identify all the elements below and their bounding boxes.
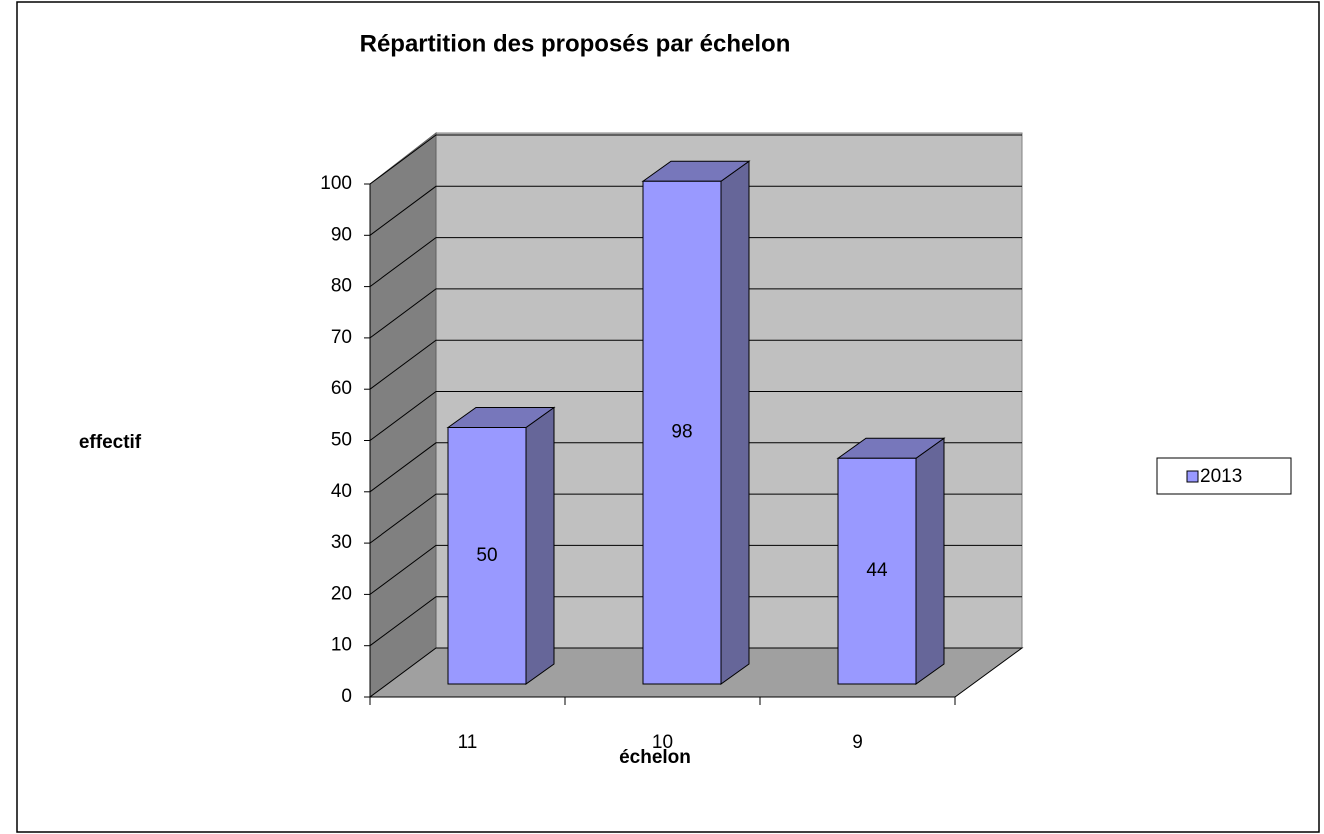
x-tick-label: 10: [652, 732, 673, 753]
y-tick-label: 70: [331, 327, 352, 348]
x-axis-label: échelon: [619, 747, 691, 768]
grid-line: [369, 391, 1022, 441]
side-wall: [369, 131, 437, 698]
chart-title: Répartition des proposés par échelon: [360, 30, 791, 57]
grid-line: [369, 442, 1022, 493]
y-tick-label: 100: [320, 173, 352, 194]
y-tick-label: 10: [331, 635, 352, 656]
y-axis-label: effectif: [79, 432, 142, 453]
bar: [447, 427, 527, 685]
legend-box: [1156, 457, 1292, 495]
legend-swatch: [1186, 470, 1199, 483]
data-label: 44: [866, 560, 888, 581]
grid-line: [369, 185, 1022, 236]
y-tick-label: 30: [331, 532, 352, 553]
grid-line: [369, 493, 1022, 544]
legend-label: 2013: [1200, 466, 1242, 487]
y-tick-label: 50: [331, 430, 352, 451]
x-tick-label: 11: [458, 732, 478, 753]
grid-line: [369, 288, 1022, 339]
y-tick-label: 20: [331, 583, 352, 604]
legend: 2013: [1156, 457, 1292, 495]
y-tick-label: 80: [331, 276, 352, 297]
data-label: 98: [671, 422, 692, 443]
y-tick-label: 0: [341, 686, 352, 707]
y-tick-label: 40: [331, 481, 352, 502]
y-tick-label: 60: [331, 378, 352, 399]
bar-side: [720, 160, 750, 685]
x-tick-label: 9: [852, 732, 863, 753]
y-tick-label: 90: [331, 224, 352, 245]
bar: [642, 180, 722, 685]
grid-line: [369, 596, 1022, 647]
data-label: 50: [476, 545, 497, 566]
bar: [837, 457, 917, 685]
bar-side: [525, 406, 555, 685]
grid-line: [369, 134, 1022, 185]
bar-side: [915, 437, 945, 685]
grid-line: [369, 339, 1022, 390]
grid-line: [369, 544, 1022, 595]
grid-line: [369, 237, 1022, 288]
